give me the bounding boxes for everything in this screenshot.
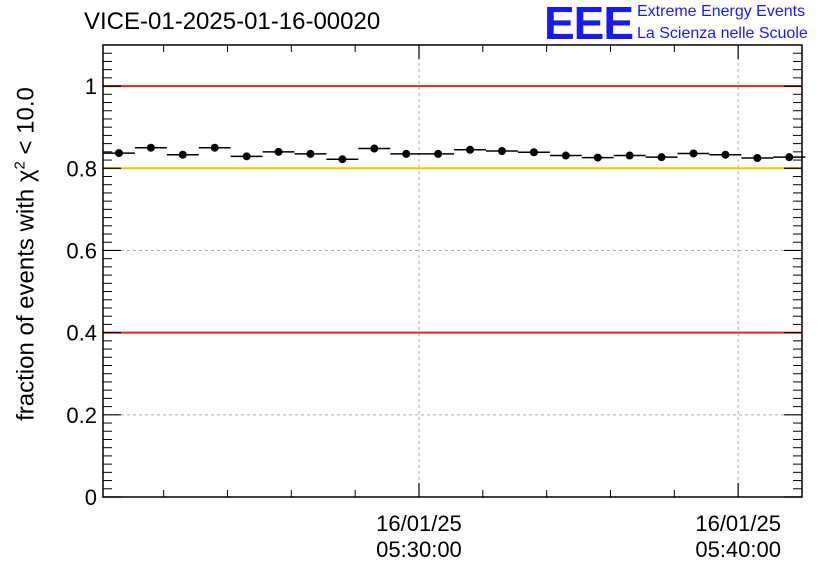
x-tick-date: 16/01/25 <box>695 511 781 536</box>
data-point <box>593 153 602 162</box>
data-point <box>466 145 475 154</box>
data-point <box>178 150 187 159</box>
y-tick-label: 0.4 <box>66 321 97 346</box>
data-point <box>338 155 347 164</box>
data-point <box>529 148 538 157</box>
reference-lines <box>103 85 802 334</box>
data-point <box>370 144 379 153</box>
data-point <box>434 149 443 158</box>
y-axis-label-prefix: fraction of events with <box>12 182 40 421</box>
plot-frame <box>102 44 803 498</box>
y-tick-label: 1 <box>85 74 97 99</box>
data-point <box>785 153 794 162</box>
y-tick-label: 0.2 <box>66 403 97 428</box>
axis-ticks <box>103 45 803 498</box>
y-axis-label-suffix: < 10.0 <box>12 87 40 162</box>
y-tick-label: 0 <box>85 485 97 510</box>
data-point <box>689 149 698 158</box>
y-axis-label-exponent: 2 <box>11 161 29 170</box>
data-series <box>103 143 806 164</box>
data-point <box>274 147 283 156</box>
data-point <box>561 151 570 160</box>
data-point <box>114 149 123 158</box>
plot-background <box>103 45 802 497</box>
logo-line-1: Extreme Energy Events <box>637 3 806 20</box>
x-tick-date: 16/01/25 <box>376 511 462 536</box>
tick-labels: 00.20.40.60.8116/01/2505:30:0016/01/2505… <box>66 74 781 562</box>
y-axis-label: fraction of events with χ2 < 10.0 <box>12 87 41 421</box>
data-point <box>753 154 762 162</box>
y-axis-label-symbol: χ <box>12 169 40 183</box>
data-point <box>657 153 666 162</box>
chart-title: VICE-01-2025-01-16-00020 <box>84 8 381 35</box>
data-point <box>497 147 506 156</box>
y-tick-label: 0.6 <box>66 238 97 263</box>
logo-line-2: La Scienza nelle Scuole <box>637 25 808 42</box>
data-point <box>242 152 251 161</box>
data-point <box>146 143 155 152</box>
eee-logo: EEE <box>544 0 634 49</box>
y-tick-label: 0.8 <box>66 156 97 181</box>
data-point <box>306 149 315 158</box>
data-point <box>625 151 634 160</box>
x-tick-time: 05:40:00 <box>695 537 781 562</box>
data-point <box>721 150 730 159</box>
data-point <box>210 143 219 152</box>
data-point <box>402 149 411 158</box>
x-tick-time: 05:30:00 <box>376 537 462 562</box>
